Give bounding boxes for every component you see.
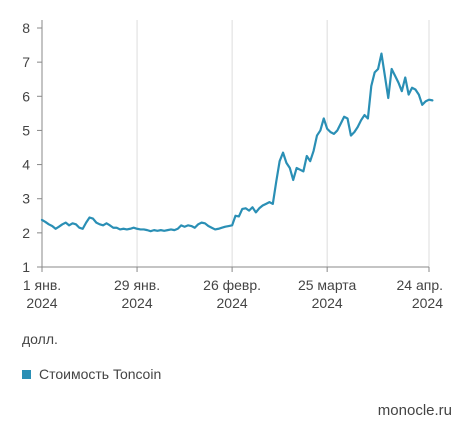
- x-tick-label: 29 янв.: [114, 277, 160, 293]
- chart-tick-labels: 1 янв. 2024 29 янв. 2024 26 февр. 2024 25 март…: [22, 20, 443, 311]
- x-tick-label: 2024: [217, 295, 248, 311]
- chart-axes: [37, 20, 430, 272]
- y-tick-label: 3: [22, 191, 30, 207]
- y-tick-label: 8: [22, 20, 30, 36]
- x-tick-label: 2024: [121, 295, 152, 311]
- x-tick-label: 24 апр.: [396, 277, 443, 293]
- y-tick-label: 4: [22, 157, 30, 173]
- series-line-toncoin: [40, 52, 434, 233]
- unit-label: долл.: [22, 331, 58, 347]
- x-tick-label: 25 марта: [298, 277, 357, 293]
- line-chart: 1 янв. 2024 29 янв. 2024 26 февр. 2024 25 март…: [22, 20, 443, 311]
- source-credit: monocle.ru: [377, 402, 452, 419]
- y-tick-label: 2: [22, 225, 30, 241]
- y-tick-label: 5: [22, 122, 30, 138]
- y-tick-label: 6: [22, 88, 30, 104]
- x-tick-label: 2024: [412, 295, 443, 311]
- x-tick-label: 2024: [312, 295, 343, 311]
- legend-label: Стоимость Toncoin: [39, 366, 162, 382]
- legend-swatch: [22, 369, 31, 379]
- x-tick-label: 26 февр.: [203, 277, 261, 293]
- y-tick-label: 7: [22, 54, 30, 70]
- y-tick-label: 1: [22, 259, 30, 275]
- x-tick-label: 1 янв.: [23, 277, 61, 293]
- chart-series: [40, 52, 434, 233]
- x-tick-label: 2024: [26, 295, 57, 311]
- chart-grid: [41, 20, 430, 267]
- legend: Стоимость Toncoin: [22, 366, 161, 382]
